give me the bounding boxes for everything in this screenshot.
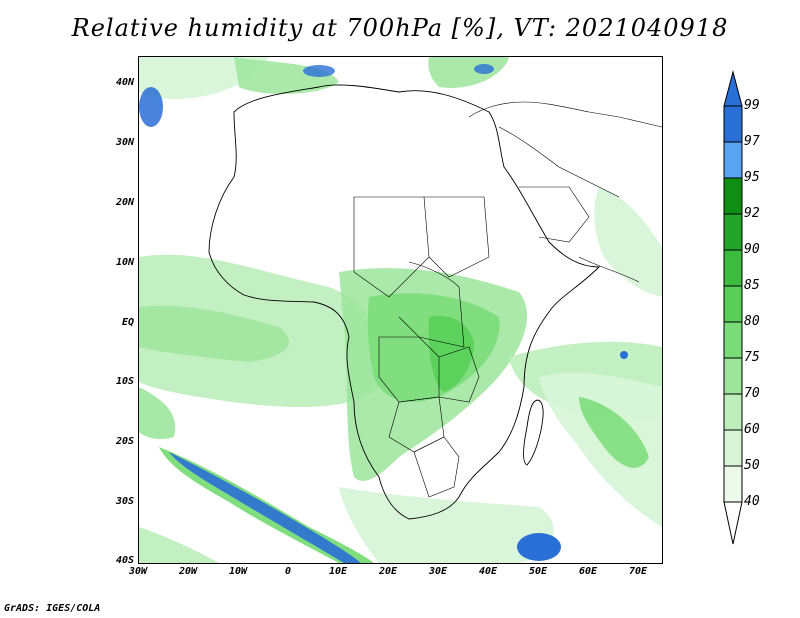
colorbar-label-85: 85 <box>744 278 760 293</box>
colorbar-bottom-triangle <box>723 501 743 545</box>
colorbar-label-50: 50 <box>744 458 760 473</box>
lat-label-eq: EQ <box>121 317 134 328</box>
colorbar-bin-60-70 <box>723 393 743 431</box>
lat-label-40s: 40S <box>115 555 134 566</box>
colorbar-label-97: 97 <box>744 134 760 149</box>
lon-label-50e: 50E <box>528 566 548 577</box>
colorbar-label-95: 95 <box>744 170 760 185</box>
lon-label-70e: 70E <box>628 566 648 577</box>
colorbar-label-40: 40 <box>744 494 760 509</box>
lon-label-10w: 10W <box>228 566 248 577</box>
colorbar-bin-90-92 <box>723 213 743 251</box>
colorbar-label-70: 70 <box>744 386 760 401</box>
lon-label-20w: 20W <box>178 566 198 577</box>
colorbar-bin-75-80 <box>723 321 743 359</box>
colorbar-bin-85-90 <box>723 249 743 287</box>
colorbar-label-99: 99 <box>744 98 760 113</box>
colorbar-bin-95-97 <box>723 141 743 179</box>
humidity-field <box>139 57 662 563</box>
lon-label-30e: 30E <box>428 566 448 577</box>
coastlines <box>208 84 662 520</box>
colorbar-bin-97-99 <box>723 105 743 143</box>
lon-label-20e: 20E <box>378 566 398 577</box>
humidity-map <box>138 56 663 564</box>
lat-label-10n: 10N <box>115 257 134 268</box>
lon-label-0: 0 <box>284 566 292 577</box>
colorbar-label-75: 75 <box>744 350 760 365</box>
colorbar-label-80: 80 <box>744 314 760 329</box>
colorbar-bin-80-85 <box>723 285 743 323</box>
lon-label-30w: 30W <box>128 566 148 577</box>
colorbar <box>723 70 743 545</box>
colorbar-bin-40-50 <box>723 465 743 503</box>
lat-label-10s: 10S <box>115 376 134 387</box>
lon-label-60e: 60E <box>578 566 598 577</box>
humidity-shading <box>139 57 662 563</box>
grads-credit: GrADS: IGES/COLA <box>4 603 101 614</box>
colorbar-label-92: 92 <box>744 206 760 221</box>
colorbar-label-90: 90 <box>744 242 760 257</box>
colorbar-bin-50-60 <box>723 429 743 467</box>
colorbar-label-60: 60 <box>744 422 760 437</box>
lat-label-20s: 20S <box>115 436 134 447</box>
colorbar-bin-92-95 <box>723 177 743 215</box>
lat-label-30n: 30N <box>115 137 134 148</box>
lat-label-40n: 40N <box>115 77 134 88</box>
lat-label-20n: 20N <box>115 197 134 208</box>
lat-label-30s: 30S <box>115 496 134 507</box>
colorbar-bin-70-75 <box>723 357 743 395</box>
lon-label-40e: 40E <box>478 566 498 577</box>
lon-label-10e: 10E <box>328 566 348 577</box>
map-title: Relative humidity at 700hPa [%], VT: 202… <box>71 14 729 42</box>
colorbar-top-triangle <box>723 70 743 107</box>
